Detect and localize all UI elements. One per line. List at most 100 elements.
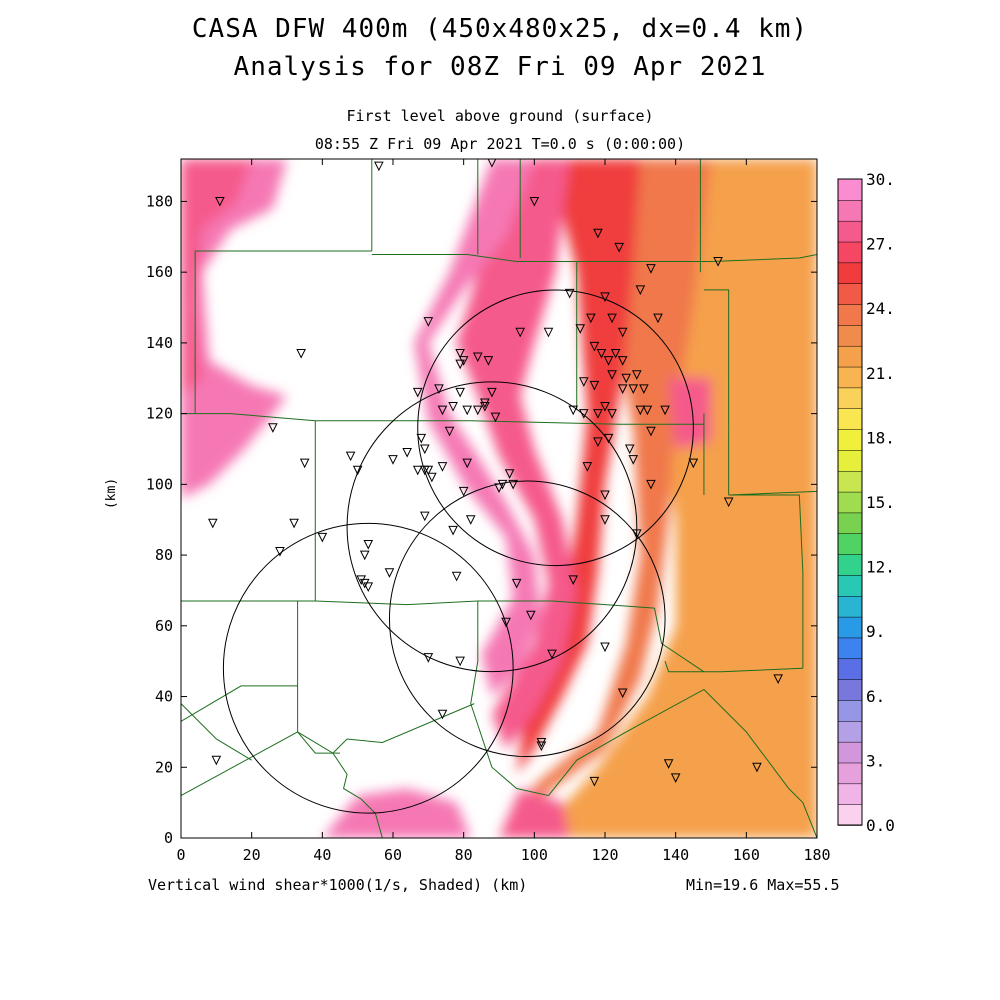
station-marker — [268, 423, 278, 433]
colorbar-swatch — [837, 533, 863, 555]
county-line — [664, 661, 803, 673]
colorbar-frame — [837, 178, 863, 826]
y-tick-label: 100 — [146, 475, 173, 493]
y-tick-label: 0 — [164, 829, 173, 847]
station-marker — [525, 610, 536, 621]
y-tick-label: 180 — [146, 192, 173, 210]
station-marker — [490, 412, 501, 423]
colorbar-swatch — [837, 199, 863, 222]
station-marker — [614, 242, 624, 253]
y-tick-label: 140 — [146, 334, 173, 352]
station-marker — [487, 159, 497, 168]
colorbar-swatch — [837, 220, 863, 243]
colorbar-swatch — [837, 345, 863, 368]
station-marker — [289, 518, 299, 529]
station-marker — [642, 405, 653, 416]
colorbar-swatch — [837, 387, 863, 409]
station-marker — [589, 380, 600, 391]
colorbar-swatch — [837, 741, 863, 764]
station-marker — [299, 458, 310, 469]
min-max-readout: Min=19.6 Max=55.5 — [686, 876, 840, 894]
station-marker — [582, 462, 593, 472]
colorbar-label: 30. — [866, 170, 895, 189]
colorbar-label: 18. — [866, 428, 895, 447]
station-marker — [578, 377, 589, 387]
station-marker — [359, 550, 370, 561]
county-line — [728, 490, 817, 496]
county-line — [315, 600, 655, 609]
station-marker — [296, 349, 306, 359]
station-marker — [600, 292, 610, 303]
station-marker — [653, 313, 663, 324]
station-marker — [603, 433, 614, 444]
station-marker — [448, 525, 458, 536]
x-tick-label: 40 — [313, 846, 331, 864]
colorbar-label: 24. — [866, 299, 895, 318]
station-marker — [444, 426, 455, 437]
station-marker — [345, 451, 356, 462]
colorbar-swatch — [837, 616, 863, 639]
station-marker — [547, 649, 557, 660]
colorbar-swatch — [837, 783, 863, 805]
shear-region — [516, 159, 711, 838]
station-marker — [487, 387, 497, 398]
station-marker — [455, 656, 465, 667]
range-ring — [388, 480, 666, 758]
station-marker — [275, 547, 285, 557]
colorbar-swatch — [837, 178, 863, 201]
colorbar-swatch — [837, 658, 863, 680]
x-axis: 0 20 40 60 80 100 120 140 160 180 — [176, 159, 831, 864]
station-marker — [600, 490, 610, 501]
station-marker — [663, 759, 674, 769]
colorbar-swatch — [837, 512, 863, 535]
station-marker — [688, 458, 699, 469]
station-marker — [635, 405, 646, 416]
y-tick-label: 20 — [155, 758, 173, 776]
county-line — [728, 494, 804, 669]
station-marker — [607, 313, 617, 324]
shear-region — [499, 788, 570, 838]
county-line — [710, 253, 817, 263]
station-marker — [593, 437, 603, 448]
station-marker — [352, 465, 363, 476]
station-marker — [419, 511, 430, 522]
title-line-2: Analysis for 08Z Fri 09 Apr 2021 — [233, 52, 767, 82]
station-marker — [617, 327, 628, 338]
county-line — [548, 688, 817, 838]
station-marker — [388, 455, 398, 465]
station-marker — [455, 359, 465, 370]
station-marker — [773, 674, 783, 684]
station-marker — [639, 384, 649, 394]
station-marker — [628, 455, 639, 465]
station-marker — [628, 384, 639, 394]
station-marker — [564, 288, 575, 299]
title-line-1: CASA DFW 400m (450x480x25, dx=0.4 km) — [191, 14, 809, 44]
county-line — [181, 601, 299, 797]
x-tick-label: 120 — [591, 846, 618, 864]
station-marker — [515, 327, 526, 338]
colorbar-swatch — [837, 595, 863, 618]
y-axis: 0 20 40 60 80 100 120 140 160 180 — [146, 192, 817, 847]
station-marker — [589, 341, 600, 352]
station-marker — [497, 479, 508, 490]
station-marker — [412, 387, 423, 398]
subtitle-line-2: 08:55 Z Fri 09 Apr 2021 T=0.0 s (0:00:00… — [314, 135, 686, 153]
colorbar-label: 6. — [866, 687, 885, 706]
station-marker — [589, 776, 600, 787]
station-marker — [211, 755, 222, 766]
station-marker — [617, 688, 628, 699]
range-ring — [222, 522, 514, 814]
shear-region — [534, 159, 817, 838]
shear-region — [516, 159, 641, 775]
colorbar: 0.0 3. 6. 9. 12. 15. 18. 21. 24. 27. 30. — [837, 170, 895, 835]
station-marker — [437, 462, 448, 472]
station-marker — [631, 529, 642, 539]
station-marker — [646, 479, 656, 490]
station-marker — [455, 387, 465, 398]
station-marker — [437, 709, 448, 720]
station-marker — [448, 402, 458, 412]
shear-region — [414, 159, 542, 697]
station-marker — [600, 642, 610, 653]
station-marker — [384, 568, 395, 578]
